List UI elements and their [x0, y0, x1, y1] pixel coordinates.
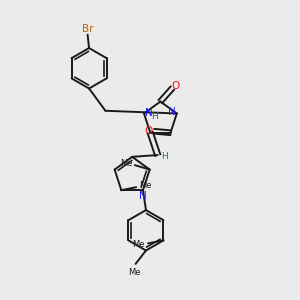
Text: O: O: [172, 81, 180, 91]
Text: N: N: [168, 107, 176, 117]
Text: Me: Me: [132, 240, 145, 249]
Text: H: H: [151, 112, 158, 121]
Text: N: N: [146, 108, 153, 118]
Text: Me: Me: [120, 159, 133, 168]
Text: Me: Me: [128, 268, 140, 277]
Text: O: O: [145, 126, 153, 136]
Text: Me: Me: [139, 181, 152, 190]
Text: Br: Br: [82, 24, 93, 34]
Text: N: N: [139, 191, 147, 201]
Text: H: H: [161, 152, 168, 161]
